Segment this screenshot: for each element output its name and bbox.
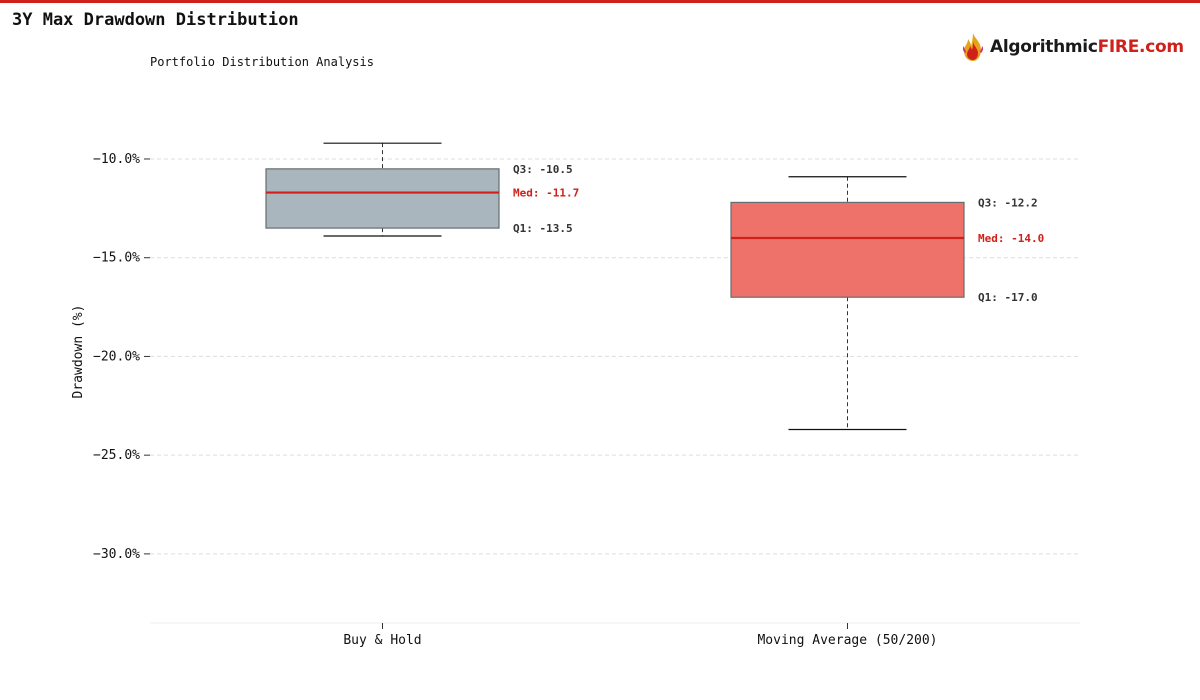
y-tick-label: −10.0% xyxy=(93,152,140,167)
q3-label: Q3: -12.2 xyxy=(978,196,1038,209)
accent-top-bar xyxy=(0,0,1200,3)
chart-subtitle: Portfolio Distribution Analysis xyxy=(150,55,374,69)
logo-text: AlgorithmicFIRE.com xyxy=(990,37,1184,57)
chart-title: 3Y Max Drawdown Distribution xyxy=(12,10,299,30)
y-tick-label: −30.0% xyxy=(93,547,140,562)
brand-logo[interactable]: AlgorithmicFIRE.com xyxy=(960,30,1184,64)
logo-text-accent: FIRE.com xyxy=(1097,37,1184,57)
q1-label: Q1: -17.0 xyxy=(978,291,1038,304)
y-axis-label: Drawdown (%) xyxy=(71,305,86,399)
x-category-label: Buy & Hold xyxy=(343,633,421,648)
y-tick-label: −20.0% xyxy=(93,349,140,364)
box-iqr xyxy=(730,201,965,298)
y-tick-label: −25.0% xyxy=(93,448,140,463)
logo-text-dark: Algorithmic xyxy=(990,37,1098,57)
q1-label: Q1: -13.5 xyxy=(513,222,573,235)
y-tick-label: −15.0% xyxy=(93,251,140,266)
median-label: Med: -11.7 xyxy=(513,187,579,200)
flame-icon xyxy=(962,33,984,61)
x-category-label: Moving Average (50/200) xyxy=(757,633,937,648)
median-label: Med: -14.0 xyxy=(978,232,1044,245)
box-iqr xyxy=(265,168,500,229)
q3-label: Q3: -10.5 xyxy=(513,163,573,176)
